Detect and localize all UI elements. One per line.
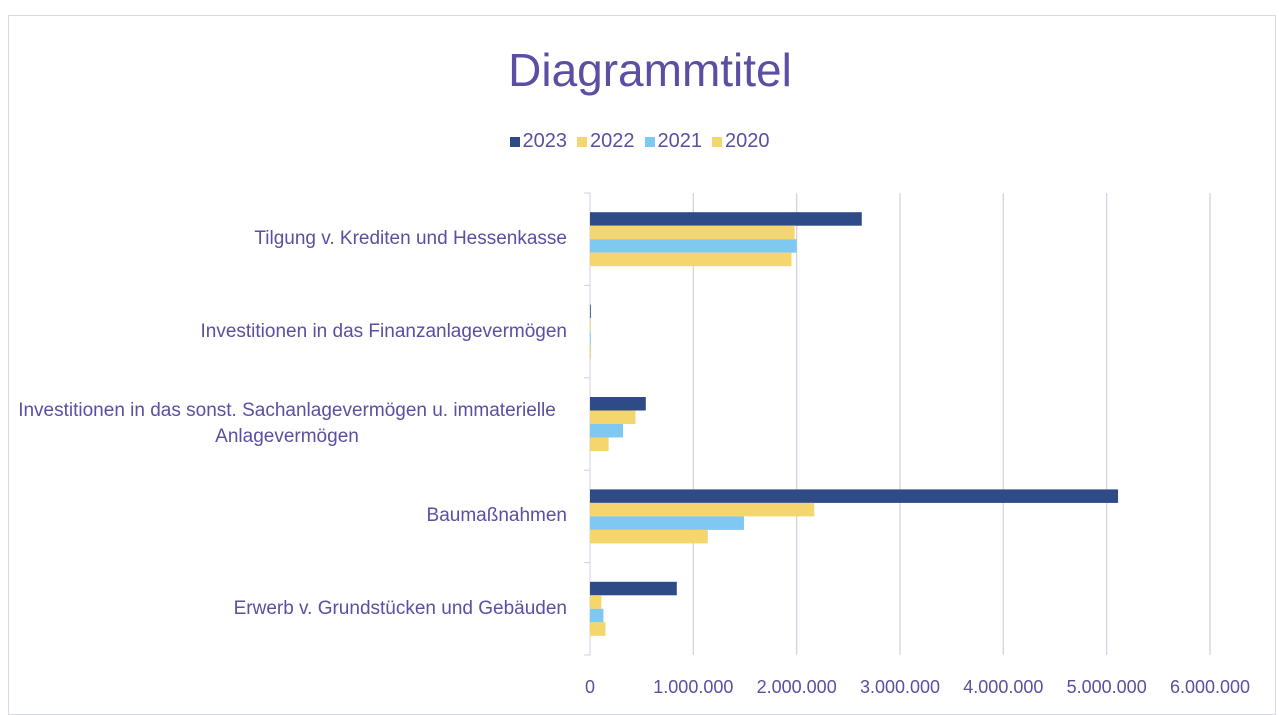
legend-item: 2020 (712, 130, 770, 153)
x-tick-label: 5.000.000 (1067, 677, 1147, 697)
x-tick-label: 3.000.000 (860, 677, 940, 697)
x-tick-label: 6.000.000 (1170, 677, 1250, 697)
category-label-text: Investitionen in das Finanzanlagevermöge… (200, 320, 567, 342)
legend-label: 2022 (590, 130, 635, 152)
category-label: Baumaßnahmen (7, 476, 567, 556)
category-label-text: Investitionen in das sonst. Sachanlageve… (18, 400, 556, 447)
x-tick-label: 4.000.000 (963, 677, 1043, 697)
legend-swatch (712, 136, 722, 147)
bar (590, 318, 591, 332)
bar (590, 581, 677, 596)
bar (590, 516, 744, 530)
legend-item: 2022 (577, 130, 635, 153)
legend-swatch (509, 136, 520, 147)
category-label-text: Erwerb v. Grundstücken und Gebäuden (233, 597, 567, 619)
legend-label: 2021 (657, 130, 703, 152)
category-label: Investitionen in das Finanzanlagevermöge… (7, 292, 567, 372)
bar (590, 212, 862, 226)
legend-item: 2021 (644, 130, 703, 153)
category-label-text: Tilgung v. Krediten und Hessenkasse (254, 228, 567, 250)
bar (590, 225, 795, 240)
legend-label: 2020 (725, 130, 770, 152)
chart-title: Diagrammtitel (508, 44, 792, 96)
bar (590, 239, 797, 253)
bar (590, 595, 602, 609)
legend-swatch (644, 136, 655, 147)
bar (590, 252, 792, 267)
bar (590, 608, 604, 623)
legend-swatch (577, 136, 587, 147)
bar (590, 331, 591, 346)
bar (590, 489, 1119, 503)
bar (590, 304, 591, 319)
x-tick-label: 1.000.000 (653, 677, 733, 697)
legend: 2023 2022 2021 2020 (0, 130, 1279, 153)
x-tick-label: 0 (585, 677, 595, 697)
bar (590, 622, 606, 636)
bar (590, 410, 636, 424)
bar (590, 345, 592, 359)
legend-item: 2023 (509, 130, 568, 153)
bar (590, 424, 624, 438)
category-label: Tilgung v. Krediten und Hessenkasse (7, 199, 567, 279)
bar (590, 529, 708, 544)
bar (590, 502, 815, 517)
category-label: Erwerb v. Grundstücken und Gebäuden (7, 569, 567, 649)
category-label-text: Baumaßnahmen (426, 505, 567, 527)
legend-label: 2023 (522, 130, 568, 152)
category-label: Investitionen in das sonst. Sachanlageve… (7, 384, 567, 464)
bar (590, 437, 609, 451)
bar (590, 397, 646, 411)
x-tick-label: 2.000.000 (757, 677, 837, 697)
